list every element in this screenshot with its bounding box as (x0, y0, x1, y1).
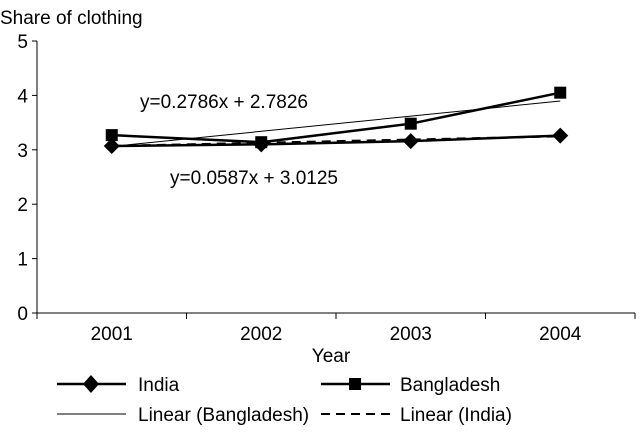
y-tick-label: 5 (17, 32, 28, 53)
y-tick-label: 1 (17, 250, 28, 271)
legend-item-bangladesh: Bangladesh (321, 375, 500, 396)
x-tick-label: 2003 (390, 324, 432, 345)
x-tick-label: 2002 (240, 324, 282, 345)
india-point (552, 127, 569, 144)
y-axis-title: Share of clothing (0, 8, 143, 29)
y-tick-label: 4 (17, 86, 28, 107)
legend-item-linear-india: Linear (India) (321, 405, 512, 426)
x-tick-label: 2001 (91, 324, 133, 345)
y-tick-label: 0 (17, 304, 28, 325)
x-tick-label: 2004 (539, 324, 582, 345)
legend: India Bangladesh Linear (Bangladesh) Lin… (57, 375, 512, 426)
bangladesh-point (554, 86, 567, 99)
india-point (103, 137, 120, 154)
bangladesh-series-line (111, 91, 561, 144)
x-axis-title: Year (312, 346, 351, 367)
india-trend-equation: y=0.0587x + 3.0125 (170, 168, 338, 189)
y-tick-label: 3 (17, 141, 28, 162)
legend-bangladesh-label: Bangladesh (400, 375, 500, 396)
bangladesh-point (105, 129, 118, 142)
bangladesh-trend-equation: y=0.2786x + 2.7826 (140, 92, 308, 113)
legend-bangladesh-marker (349, 378, 361, 390)
legend-linear-india-label: Linear (India) (400, 405, 512, 426)
legend-india-label: India (138, 375, 180, 396)
bangladesh-point (255, 136, 268, 149)
legend-linear-bangladesh-label: Linear (Bangladesh) (138, 405, 309, 426)
legend-item-india: India (57, 375, 180, 396)
legend-india-marker (83, 375, 99, 393)
india-point (402, 133, 419, 150)
bangladesh-point (404, 117, 417, 130)
axes: 0 1 2 3 4 5 2001 2002 2003 2004 (17, 32, 636, 345)
legend-item-linear-bangladesh: Linear (Bangladesh) (57, 405, 309, 426)
data-series (103, 86, 569, 154)
india-series-line (111, 134, 561, 148)
y-tick-label: 2 (17, 195, 28, 216)
